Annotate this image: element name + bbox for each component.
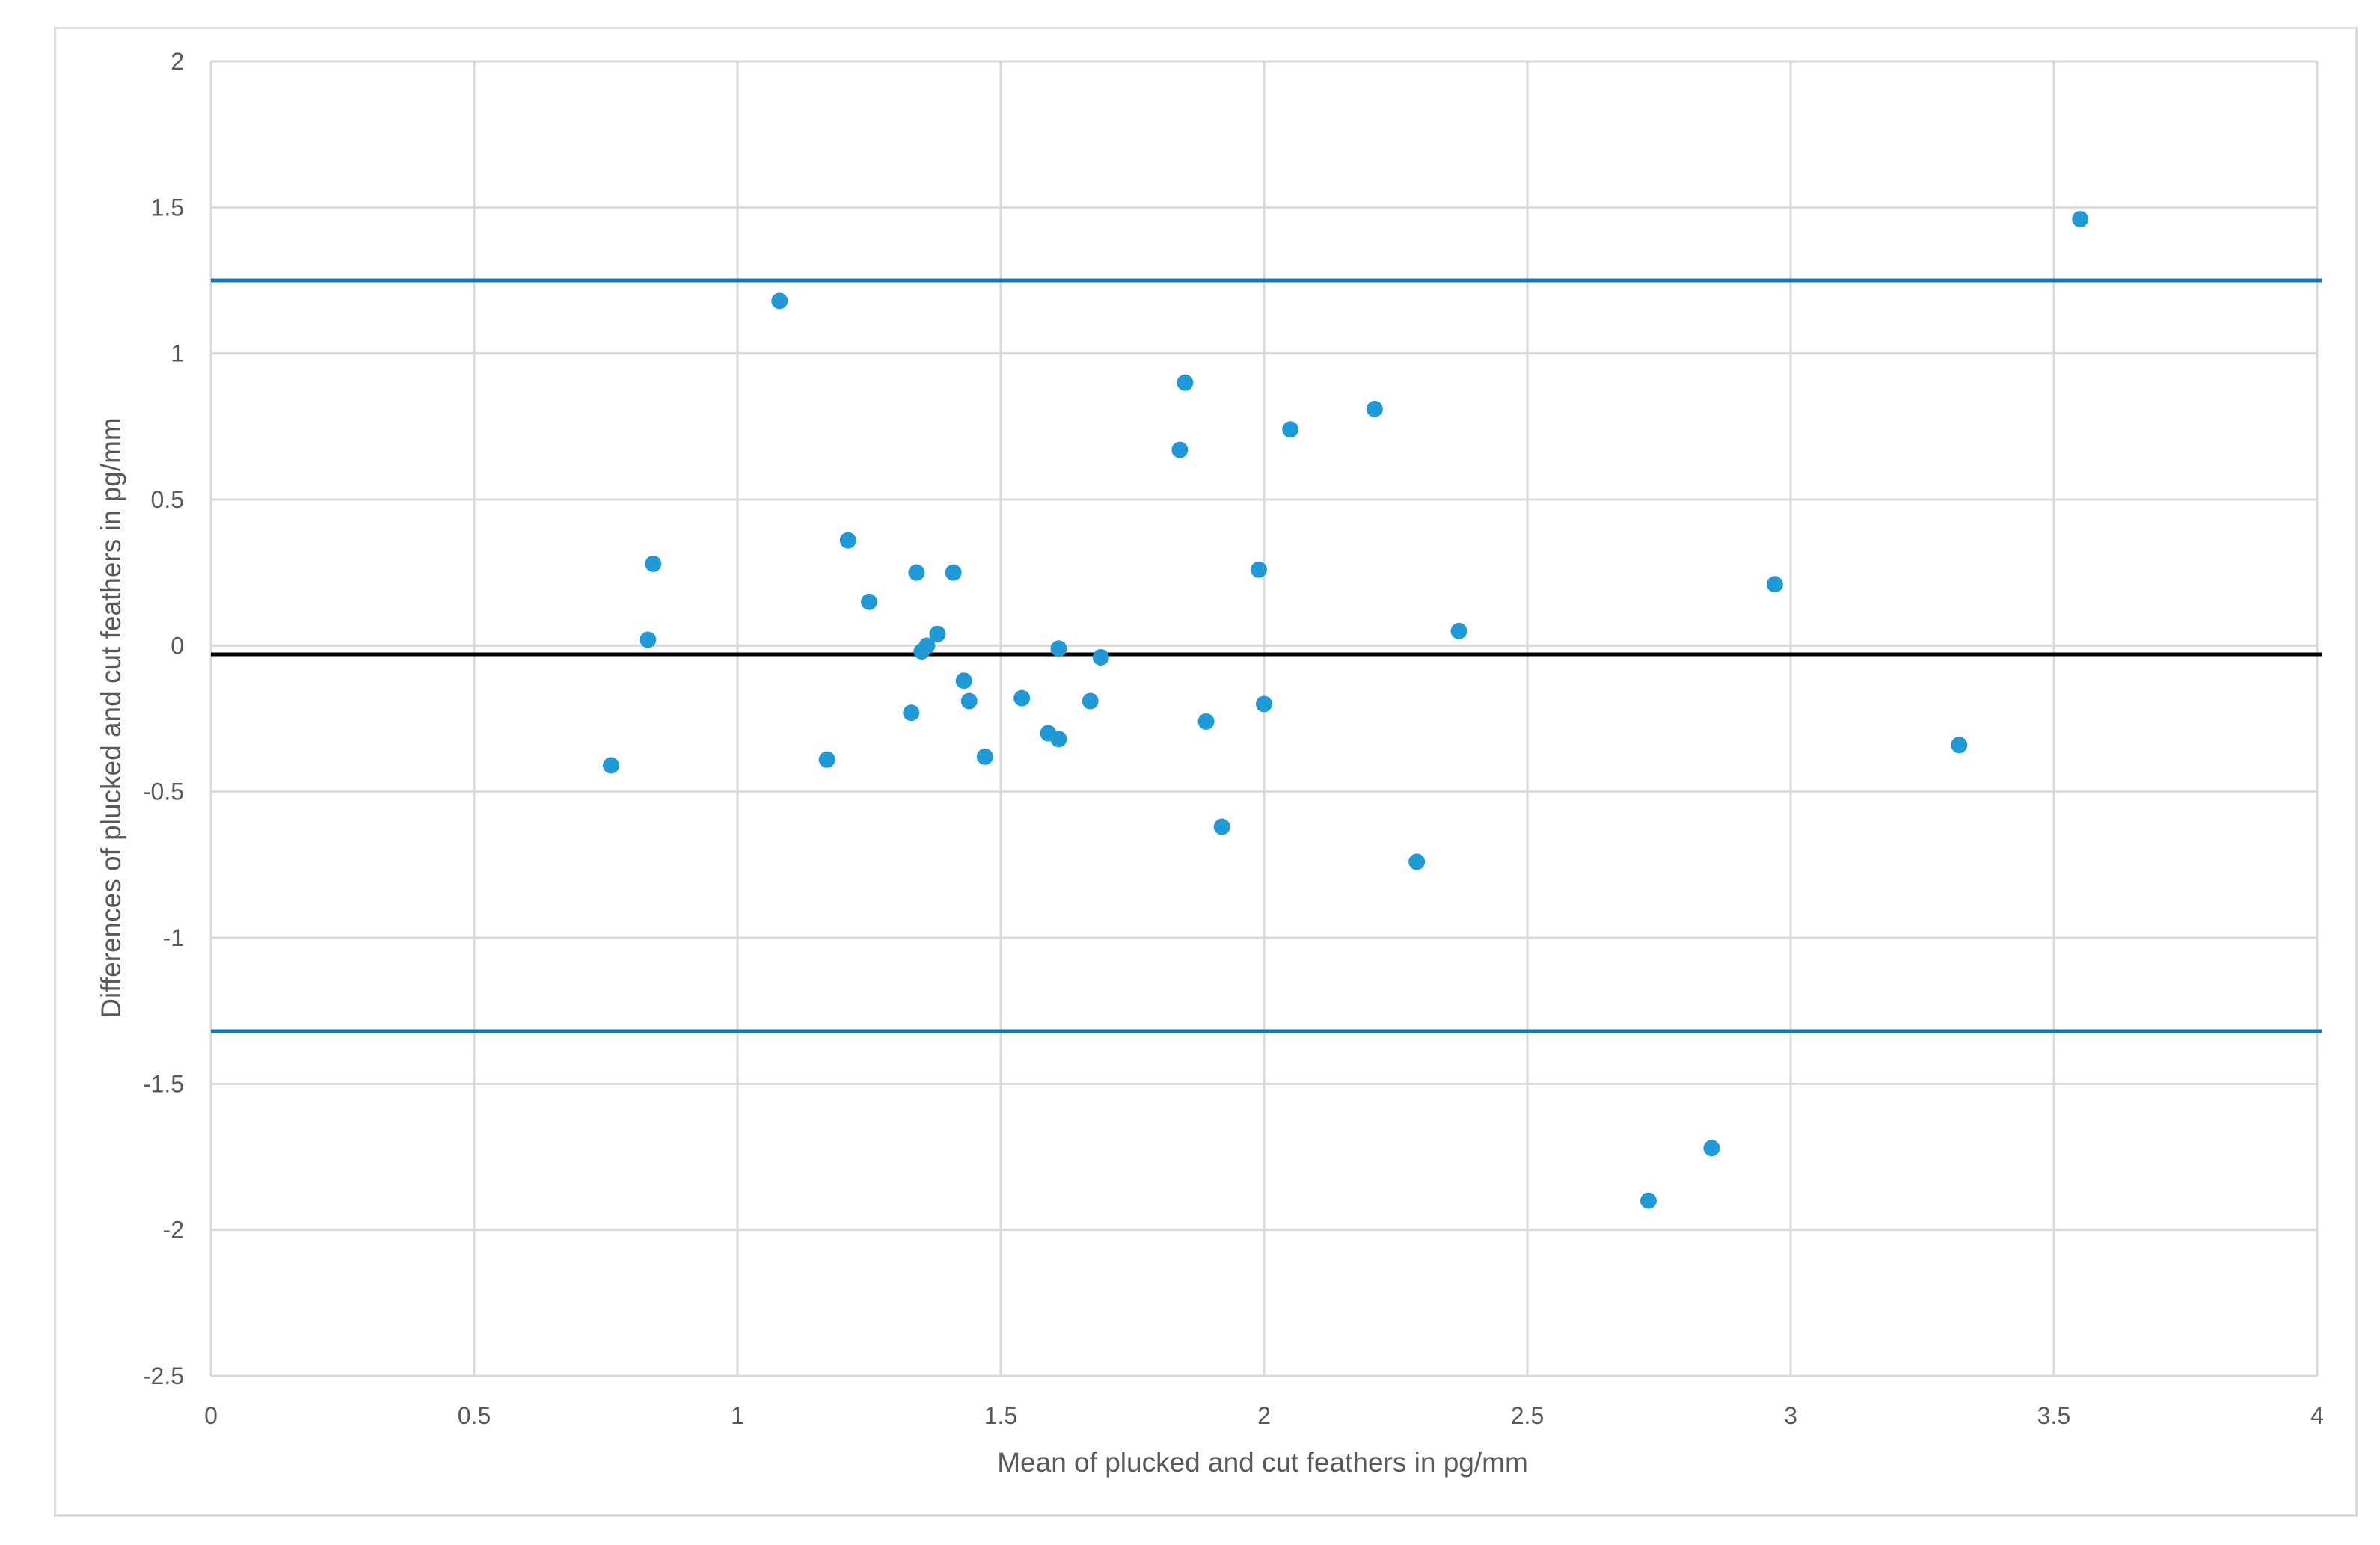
data-point <box>976 748 993 765</box>
data-point <box>945 564 962 581</box>
y-axis-title: Differences of plucked and cut feathers … <box>96 417 126 1018</box>
data-point <box>771 292 788 310</box>
data-point <box>1050 731 1067 748</box>
data-point <box>1177 374 1194 391</box>
data-point <box>918 637 936 654</box>
data-point <box>903 704 920 722</box>
y-tick-label: 1.5 <box>151 194 184 221</box>
data-point <box>603 757 620 774</box>
x-tick-label: 1 <box>731 1402 744 1429</box>
data-point <box>908 564 925 581</box>
y-tick-label: -1 <box>163 924 184 951</box>
data-point <box>1256 695 1272 713</box>
y-tick-label: 2 <box>171 48 184 75</box>
y-tick-label: 0 <box>171 632 184 659</box>
grid <box>209 60 2319 1377</box>
data-point <box>960 692 978 710</box>
data-point <box>1082 692 1099 710</box>
x-tick-label: 0.5 <box>458 1402 491 1429</box>
data-point <box>839 532 856 549</box>
x-axis-title: Mean of plucked and cut feathers in pg/m… <box>997 1447 1528 1478</box>
data-points <box>603 210 2089 1209</box>
y-tick-label: -0.5 <box>143 778 184 805</box>
x-tick-label: 4 <box>2310 1402 2324 1429</box>
data-point <box>1050 640 1067 657</box>
y-tick-label: 1 <box>171 340 184 367</box>
x-tick-label: 1.5 <box>984 1402 1017 1429</box>
x-tick-label: 3 <box>1784 1402 1797 1429</box>
chart-frame <box>54 27 2358 1517</box>
data-point <box>1450 622 1467 639</box>
data-point <box>1197 713 1215 730</box>
data-point <box>1171 441 1189 458</box>
data-point <box>1408 853 1426 870</box>
data-point <box>1282 421 1299 438</box>
x-tick-labels: 0 0.5 1 1.5 2 2.5 3 3.5 4 <box>204 1402 2324 1429</box>
data-point <box>1766 576 1783 593</box>
y-tick-label: 0.5 <box>151 486 184 513</box>
y-tick-labels: 2 1.5 1 0.5 0 -0.5 -1 -1.5 -2 -2.5 <box>143 48 184 1389</box>
data-point <box>861 593 877 610</box>
x-tick-label: 2.5 <box>1511 1402 1544 1429</box>
reference-lines <box>211 278 2322 1033</box>
data-point <box>1366 400 1383 417</box>
data-point <box>2072 210 2089 227</box>
y-tick-label: -1.5 <box>143 1070 184 1097</box>
data-point <box>1213 818 1230 835</box>
x-tick-label: 0 <box>204 1402 218 1429</box>
data-point <box>640 631 657 648</box>
y-tick-label: -2.5 <box>143 1363 184 1389</box>
data-point <box>955 672 972 689</box>
data-point <box>1640 1192 1657 1209</box>
data-point <box>1951 737 1968 754</box>
x-tick-label: 3.5 <box>2037 1402 2070 1429</box>
y-tick-label: -2 <box>163 1217 184 1244</box>
x-tick-label: 2 <box>1257 1402 1271 1429</box>
data-point <box>1092 648 1109 666</box>
data-point <box>645 555 662 572</box>
data-point <box>1703 1140 1720 1157</box>
data-point <box>1013 689 1031 707</box>
data-point <box>818 751 835 768</box>
data-point <box>929 625 946 642</box>
data-point <box>1250 561 1267 578</box>
